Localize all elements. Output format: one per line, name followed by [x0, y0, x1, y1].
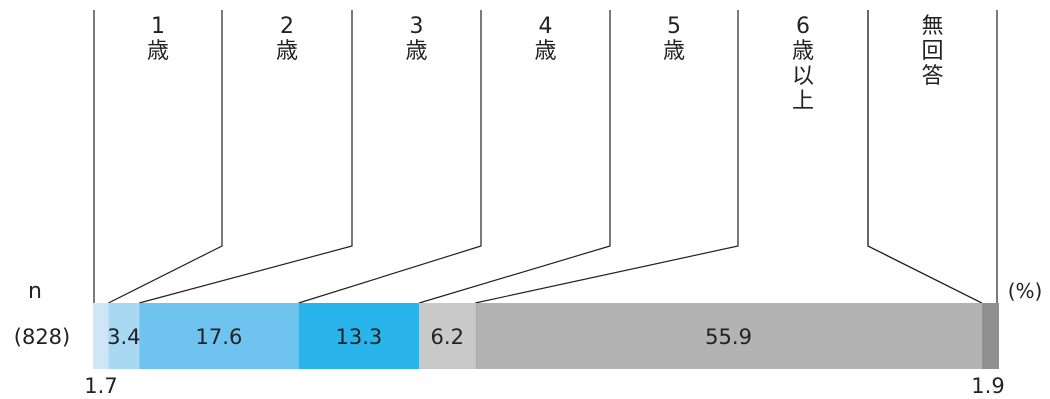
unit-label: (%)	[1008, 279, 1043, 303]
leader-line	[139, 10, 353, 304]
value-label-1: 1.7	[84, 374, 117, 398]
leader-line	[298, 10, 482, 304]
category-headers: 1 歳 2 歳 3 歳 4 歳 5 歳 6 歳以上 無回答	[147, 14, 944, 114]
bar-segment-4	[298, 303, 420, 369]
value-label-2: 3.4	[107, 325, 140, 349]
value-label-3: 17.6	[196, 325, 243, 349]
bar-segment-6	[475, 303, 982, 369]
value-label-4: 13.3	[336, 325, 383, 349]
leader-line	[108, 10, 223, 304]
bar-segment-1	[93, 303, 109, 369]
category-header-6: 6 歳以上	[792, 14, 814, 114]
leader-line	[475, 10, 739, 304]
value-labels: 1.7 3.4 17.6 13.3 6.2 55.9 1.9	[84, 325, 1004, 398]
leader-line	[418, 10, 611, 304]
value-label-7: 1.9	[971, 374, 1004, 398]
bar-segments	[93, 303, 999, 369]
sample-size-label: (828)	[14, 325, 70, 349]
bar-segment-2	[108, 303, 140, 369]
leader-line	[867, 10, 983, 304]
bar-segment-7	[981, 303, 999, 369]
value-label-5: 6.2	[431, 325, 464, 349]
value-label-6: 55.9	[705, 325, 752, 349]
category-header-7: 無回答	[921, 14, 943, 89]
leader-lines	[93, 10, 998, 304]
n-label: n	[28, 279, 42, 304]
bar-segment-3	[139, 303, 299, 369]
bar-segment-5	[419, 303, 476, 369]
